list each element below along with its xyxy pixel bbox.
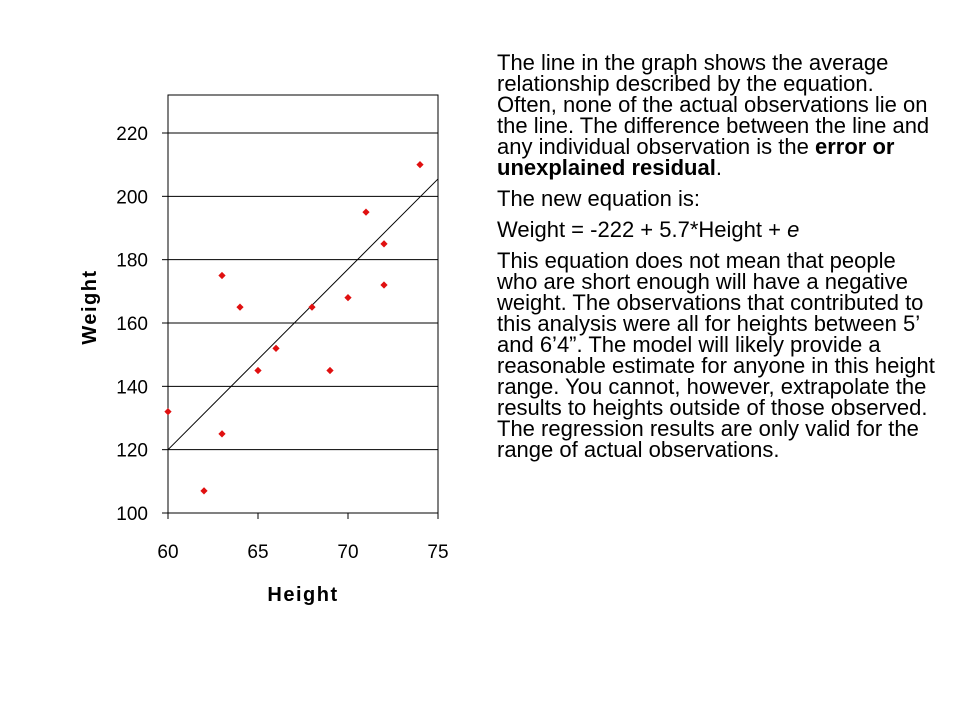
error-term: e [787, 217, 800, 242]
paragraph-residual-end: . [715, 155, 722, 180]
x-tick-label-70: 70 [337, 542, 358, 563]
y-axis-title: Weight [79, 269, 101, 344]
scatter-chart: 60 65 70 75 100 120 140 160 180 200 220 Height We… [79, 94, 449, 606]
explanation-text: The line in the graph shows the average … [497, 52, 937, 470]
residual-term: error or unexplained residual [497, 134, 895, 180]
grid-lines [168, 132, 438, 451]
y-tick-label-180: 180 [116, 251, 148, 272]
paragraph-residual-lead: The line in the graph shows the average … [497, 50, 930, 159]
y-tick-label-160: 160 [116, 314, 148, 335]
data-point-13 [380, 281, 388, 289]
data-point-3 [218, 271, 226, 280]
data-point-11 [362, 208, 370, 216]
y-tick-label-120: 120 [116, 441, 148, 462]
data-point-6 [254, 366, 262, 375]
x-tick-label-60: 60 [157, 542, 178, 563]
regression-line-layer [167, 178, 439, 451]
y-tick-label-100: 100 [116, 504, 148, 525]
x-axis-ticks: 60 65 70 75 [157, 513, 449, 563]
data-point-7 [272, 344, 280, 352]
x-tick-label-65: 65 [247, 542, 268, 563]
equation-text: Weight = -222 + 5.7*Height + [497, 217, 788, 242]
x-axis-title: Height [267, 584, 338, 606]
regression-line [167, 178, 439, 451]
data-point-1 [164, 408, 172, 416]
data-point-2 [200, 487, 208, 495]
y-axis-ticks: 100 120 140 160 180 200 220 [116, 124, 168, 525]
paragraph-new-equation-intro: The new equation is: [497, 186, 701, 211]
x-tick-label-75: 75 [427, 542, 448, 563]
plot-area-frame [167, 94, 439, 514]
y-tick-label-200: 200 [116, 187, 148, 208]
paragraph-caveat: This equation does not mean that people … [497, 248, 935, 462]
paragraph-equation: Weight = -222 + 5.7*Height + e [497, 217, 937, 242]
y-tick-label-220: 220 [116, 124, 148, 145]
y-tick-label-140: 140 [116, 377, 148, 398]
data-point-5 [236, 303, 244, 311]
data-point-14 [416, 161, 424, 169]
data-point-9 [326, 366, 334, 375]
paragraph-residual: The line in the graph shows the average … [497, 50, 937, 180]
data-point-10 [344, 294, 352, 302]
data-points [164, 161, 424, 495]
data-point-8 [308, 303, 316, 311]
data-point-12 [380, 240, 388, 248]
data-point-4 [218, 430, 226, 438]
